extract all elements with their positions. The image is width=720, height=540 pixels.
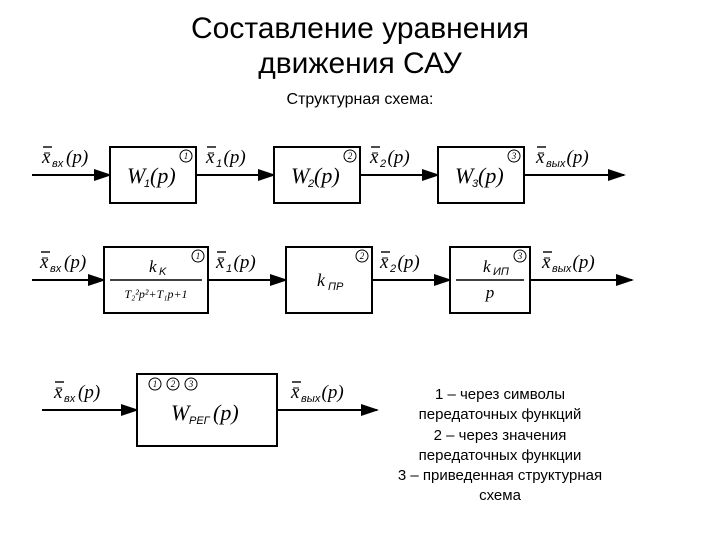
svg-text:(p): (p) xyxy=(224,147,246,168)
subtitle: Структурная схема: xyxy=(0,91,720,109)
svg-text:(p): (p) xyxy=(78,382,100,403)
legend: 1 – через символыпередаточных функций2 –… xyxy=(390,385,610,507)
svg-text:(p): (p) xyxy=(573,252,595,273)
svg-text:(p): (p) xyxy=(150,163,176,188)
svg-text:1: 1 xyxy=(196,251,201,261)
svg-text:2: 2 xyxy=(171,379,176,389)
svg-text:K: K xyxy=(159,266,167,278)
svg-text:T₂²p²+T₁p+1: T₂²p²+T₁p+1 xyxy=(124,287,187,301)
svg-text:1: 1 xyxy=(216,158,222,170)
svg-text:(p): (p) xyxy=(64,252,86,273)
legend-line: схема xyxy=(390,486,610,506)
svg-text:x̄: x̄ xyxy=(205,147,215,168)
svg-text:1: 1 xyxy=(226,263,232,275)
svg-text:(p): (p) xyxy=(213,400,239,425)
svg-text:k: k xyxy=(149,257,157,276)
svg-text:ПР: ПР xyxy=(328,281,344,293)
svg-text:3: 3 xyxy=(511,151,517,161)
block-diagram: x̄вх(p)W1(p)1x̄1(p)W2(p)2x̄2(p)W3(p)3x̄в… xyxy=(0,120,720,540)
svg-text:x̄: x̄ xyxy=(53,382,63,403)
svg-text:(p): (p) xyxy=(398,252,420,273)
svg-text:вх: вх xyxy=(52,158,64,170)
svg-text:k: k xyxy=(483,257,491,276)
svg-text:2: 2 xyxy=(379,158,386,170)
page-title: Составление уравнения движения САУ xyxy=(0,0,720,81)
svg-text:(p): (p) xyxy=(388,147,410,168)
svg-text:(p): (p) xyxy=(322,382,344,403)
svg-text:2: 2 xyxy=(348,151,353,161)
svg-text:(p): (p) xyxy=(478,163,504,188)
svg-text:x̄: x̄ xyxy=(215,252,225,273)
svg-text:k: k xyxy=(317,270,326,290)
svg-text:(p): (p) xyxy=(567,147,589,168)
svg-text:1: 1 xyxy=(184,151,189,161)
legend-line: 2 – через значения xyxy=(390,426,610,446)
svg-text:3: 3 xyxy=(188,379,194,389)
svg-text:3: 3 xyxy=(517,251,523,261)
svg-text:x̄: x̄ xyxy=(541,252,551,273)
svg-text:(p): (p) xyxy=(66,147,88,168)
svg-text:x̄: x̄ xyxy=(39,252,49,273)
svg-text:вх: вх xyxy=(64,393,76,405)
svg-text:p: p xyxy=(485,283,495,302)
legend-line: передаточных функций xyxy=(390,405,610,425)
svg-text:1: 1 xyxy=(153,379,158,389)
svg-text:вх: вх xyxy=(50,263,62,275)
svg-text:x̄: x̄ xyxy=(290,382,300,403)
svg-text:вых: вых xyxy=(301,393,321,405)
svg-text:вых: вых xyxy=(546,158,566,170)
svg-text:ИП: ИП xyxy=(493,266,509,278)
svg-text:x̄: x̄ xyxy=(379,252,389,273)
title-line2: движения САУ xyxy=(258,47,462,80)
svg-text:x̄: x̄ xyxy=(41,147,51,168)
svg-text:РЕГ: РЕГ xyxy=(189,415,211,427)
svg-text:(p): (p) xyxy=(234,252,256,273)
legend-line: 3 – приведенная структурная xyxy=(390,466,610,486)
svg-text:(p): (p) xyxy=(314,163,340,188)
svg-text:2: 2 xyxy=(360,251,365,261)
legend-line: 1 – через символы xyxy=(390,385,610,405)
title-line1: Составление уравнения xyxy=(191,12,529,45)
svg-text:x̄: x̄ xyxy=(535,147,545,168)
svg-text:x̄: x̄ xyxy=(369,147,379,168)
legend-line: передаточных функции xyxy=(390,446,610,466)
svg-text:W: W xyxy=(171,400,191,425)
svg-text:вых: вых xyxy=(552,263,572,275)
svg-text:2: 2 xyxy=(389,263,396,275)
